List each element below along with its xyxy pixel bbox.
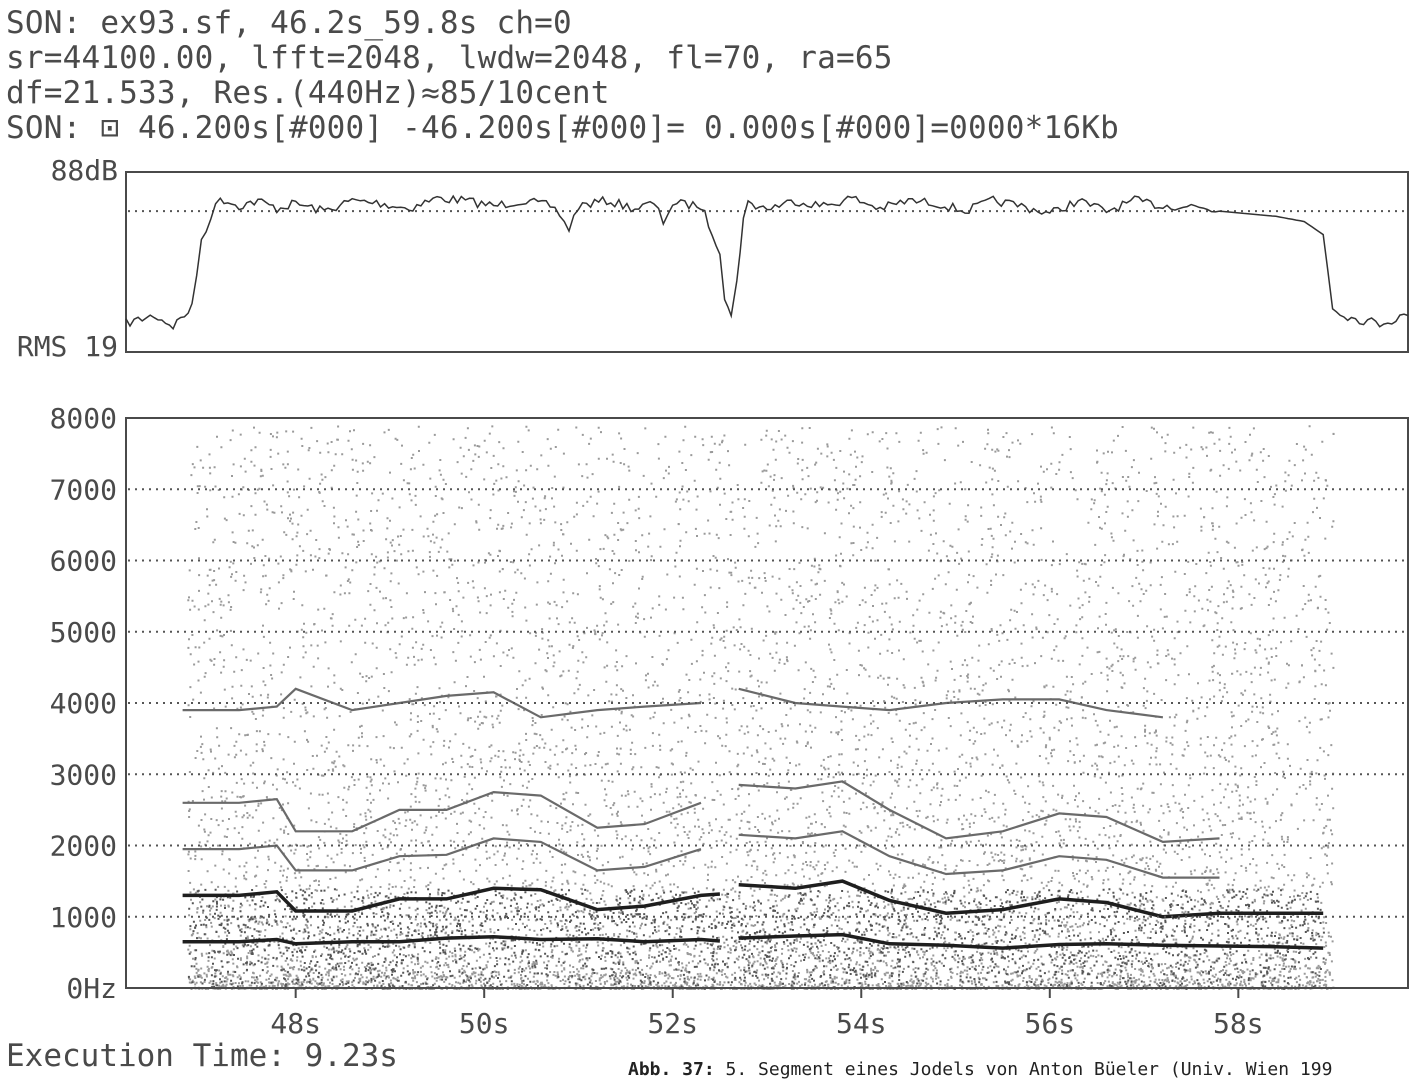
spectrogram-panel: 8000 7000 6000 5000 4000 3000 2000 1000 0Hz 48s 5… [50,402,1409,1040]
header-line-file: SON: ex93.sf, 46.2s_59.8s ch=0 [6,5,572,41]
execution-time: Execution Time: 9.23s [6,1038,398,1074]
partial-track [182,790,702,833]
time-axis-labels: 48s 50s 52s 54s 56s 58s [270,988,1264,1040]
y-tick-label: 2000 [50,830,117,863]
partial-track [182,837,702,872]
y-tick-label: 3000 [50,758,117,791]
rms-bottom-label: RMS 19 [17,330,118,363]
rms-panel: 88dB RMS 19 [17,154,1409,363]
spectrogram-partials [182,687,1324,950]
frequency-axis-labels: 8000 7000 6000 5000 4000 3000 2000 1000 0Hz [50,402,117,1005]
noise-speckle [187,425,1335,990]
figure-caption: Abb. 37: 5. Segment eines Jodels von Ant… [628,1058,1332,1082]
partial-track [738,687,1164,719]
y-tick-label: 4000 [50,687,117,720]
y-tick-label: 7000 [50,473,117,506]
x-tick-label: 58s [1213,1007,1264,1040]
header-line-resolution: df=21.533, Res.(440Hz)≈85/10cent [6,75,610,111]
partial-track [738,830,1220,879]
x-tick-label: 54s [836,1007,887,1040]
caption-label: Abb. 37: [628,1059,715,1080]
caption-text: 5. Segment eines Jodels von Anton Büeler… [714,1059,1333,1080]
spectrogram-noise [187,425,1335,990]
rms-top-label: 88dB [51,154,118,187]
x-tick-label: 50s [459,1007,510,1040]
partial-track [182,687,702,719]
spectrogram-plot-frame [125,417,1409,989]
header-line-selection: SON: ⊡ 46.200s[#000] -46.200s[#000]= 0.0… [6,110,1119,146]
partial-track [182,934,721,946]
y-tick-label: 5000 [50,616,117,649]
low-band-speckle [187,888,1325,990]
rms-plot-frame [125,171,1409,353]
header-info: SON: ex93.sf, 46.2s_59.8s ch=0 sr=44100.… [6,6,1119,146]
y-tick-label: 6000 [50,545,117,578]
spectrogram-grid [128,488,1406,918]
header-line-params: sr=44100.00, lfft=2048, lwdw=2048, fl=70… [6,40,893,76]
partial-track [182,886,721,913]
rms-envelope-line [125,194,1409,331]
partial-track [738,879,1324,919]
partial-track [738,780,1220,844]
x-tick-label: 52s [647,1007,698,1040]
partial-track [738,932,1324,950]
y-tick-label: 8000 [50,402,117,435]
x-tick-label: 56s [1025,1007,1076,1040]
y-tick-label: 0Hz [66,972,117,1005]
y-tick-label: 1000 [50,901,117,934]
x-tick-label: 48s [270,1007,321,1040]
